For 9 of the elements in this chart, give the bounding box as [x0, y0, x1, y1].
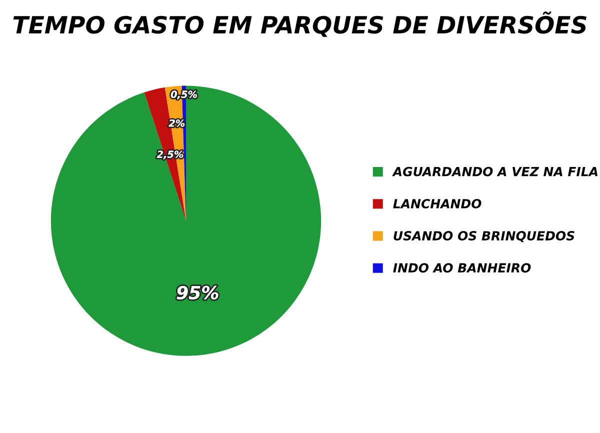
- data-label: 2,5%: [156, 150, 184, 160]
- pie-slice: [50, 86, 322, 356]
- data-label: 95%: [176, 286, 218, 300]
- legend-label: AGUARDANDO A VEZ NA FILA: [392, 166, 598, 176]
- data-label: 0,5%: [170, 90, 197, 100]
- chart-title: TEMPO GASTO EM PARQUES DE DIVERSÕES: [13, 12, 586, 37]
- legend-label: USANDO OS BRINQUEDOS: [394, 231, 574, 242]
- legend-label: INDO AO BANHEIRO: [393, 263, 531, 273]
- legend-label: LANCHANDO: [393, 198, 482, 208]
